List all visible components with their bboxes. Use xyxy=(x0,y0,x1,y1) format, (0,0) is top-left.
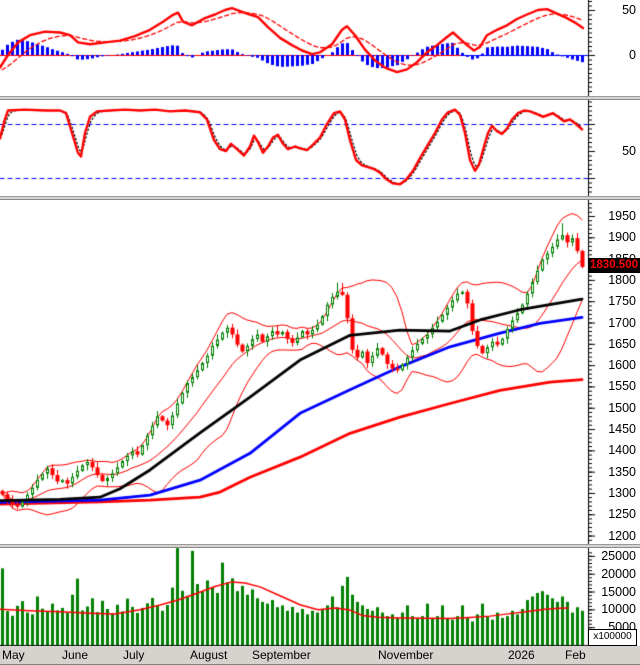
x-axis-month-label: November xyxy=(378,648,434,662)
price-axis-label: 1300 xyxy=(608,485,636,500)
x-axis-month-label: July xyxy=(123,648,145,662)
x-axis-month-label: 2026 xyxy=(508,648,535,662)
price-axis-label: 1550 xyxy=(608,379,636,394)
panel-separator[interactable] xyxy=(0,196,640,200)
price-axis-label: 1250 xyxy=(608,507,636,522)
price-axis-label: 1650 xyxy=(608,336,636,351)
volume-multiplier-box: x100000 xyxy=(588,629,637,646)
stochastic-axis-label: 50 xyxy=(622,144,636,158)
price-axis-label: 1950 xyxy=(608,209,636,223)
macd-axis-label: 0 xyxy=(629,48,636,62)
x-axis-month-label: Feb xyxy=(565,648,586,662)
volume-axis-label: 10000 xyxy=(601,602,636,617)
price-axis-label: 1900 xyxy=(608,230,636,245)
price-axis-label: 1750 xyxy=(608,294,636,309)
last-price-badge: 1830.500 xyxy=(588,258,640,273)
panel-separator[interactable] xyxy=(0,544,640,548)
x-axis-month-label: September xyxy=(252,648,311,662)
panel-separator[interactable] xyxy=(0,96,640,100)
price-axis-label: 1800 xyxy=(608,272,636,287)
price-axis-label: 1350 xyxy=(608,464,636,479)
price-axis-label: 1700 xyxy=(608,315,636,330)
x-axis-month-label: June xyxy=(62,648,89,662)
x-axis-month-label: August xyxy=(190,648,228,662)
volume-axis-label: 25000 xyxy=(601,548,636,563)
price-axis-label: 1400 xyxy=(608,443,636,458)
x-axis-month-label: May xyxy=(2,648,25,662)
volume-axis-label: 15000 xyxy=(601,584,636,599)
macd-axis-label: 50 xyxy=(622,3,636,17)
price-axis-label: 1500 xyxy=(608,400,636,415)
price-axis-label: 1600 xyxy=(608,358,636,373)
price-axis-label: 1200 xyxy=(608,528,636,543)
price-axis-label: 1450 xyxy=(608,422,636,437)
x-axis-strip: May June July August September November 2026 Fe… xyxy=(0,646,640,665)
volume-axis-label: 20000 xyxy=(601,566,636,581)
